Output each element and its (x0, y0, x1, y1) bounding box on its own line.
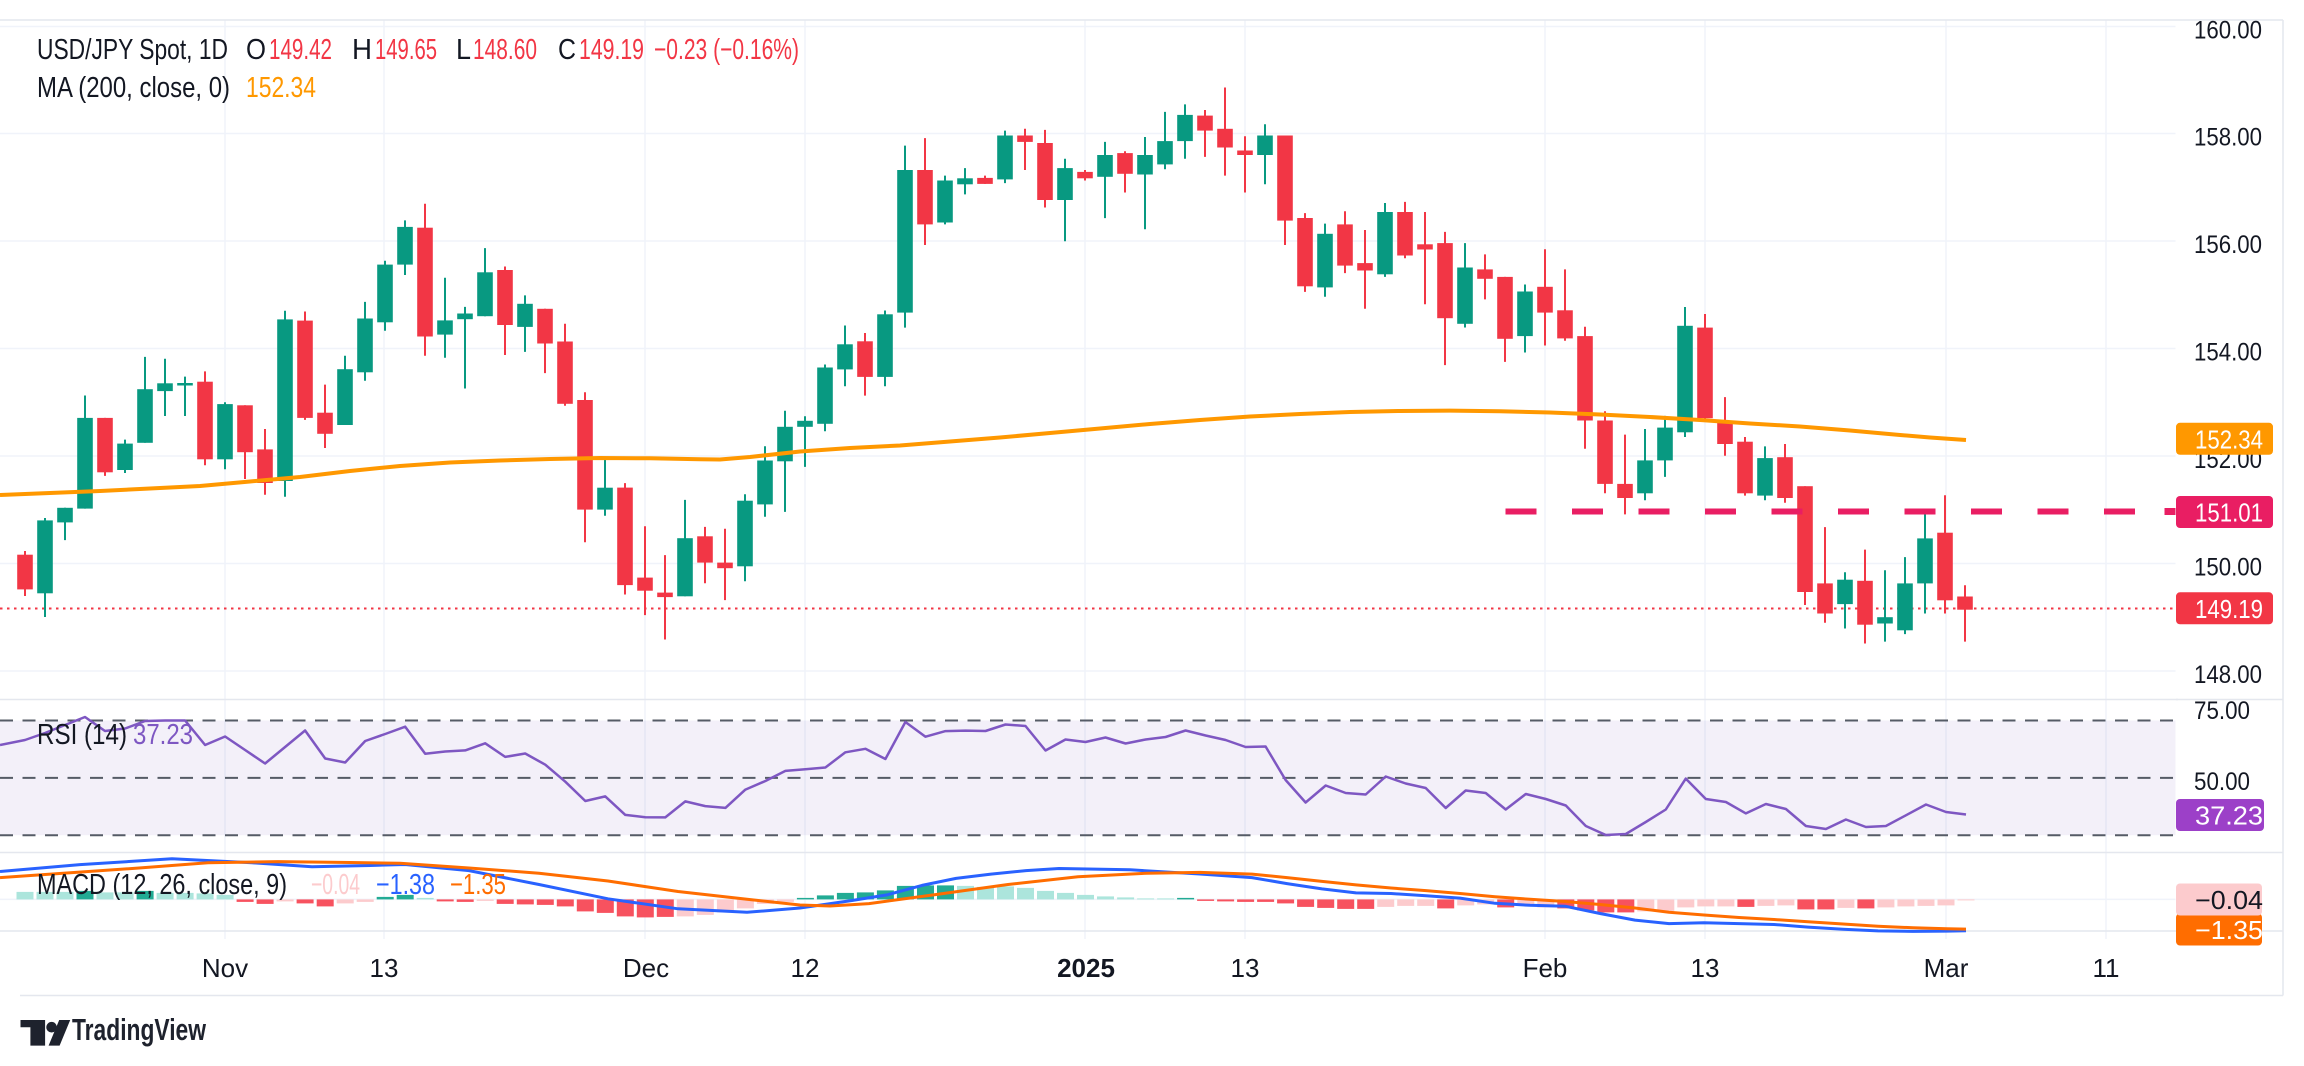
svg-text:Feb: Feb (1523, 953, 1568, 983)
svg-text:TradingView: TradingView (72, 1012, 207, 1047)
svg-text:−0.04: −0.04 (2195, 885, 2263, 915)
svg-text:11: 11 (2093, 953, 2120, 983)
svg-text:13: 13 (370, 953, 399, 983)
svg-text:149.19: 149.19 (2195, 594, 2263, 624)
svg-text:13: 13 (1691, 953, 1720, 983)
svg-text:Nov: Nov (202, 953, 248, 983)
svg-text:158.00: 158.00 (2194, 124, 2262, 152)
svg-text:150.00: 150.00 (2194, 554, 2262, 582)
svg-text:152.34: 152.34 (2195, 424, 2263, 454)
svg-text:MACD (12, 26, close, 9)−0.04−1: MACD (12, 26, close, 9) −0.04 −1.38 −1.35 (37, 869, 506, 901)
svg-text:50.00: 50.00 (2194, 768, 2250, 796)
svg-text:13: 13 (1231, 953, 1260, 983)
svg-text:75.00: 75.00 (2194, 697, 2250, 725)
svg-text:Dec: Dec (623, 953, 669, 983)
svg-text:37.23: 37.23 (2195, 801, 2263, 831)
svg-text:156.00: 156.00 (2194, 231, 2262, 259)
svg-text:154.00: 154.00 (2194, 339, 2262, 367)
svg-text:151.01: 151.01 (2195, 498, 2263, 528)
svg-text:Mar: Mar (1924, 953, 1969, 983)
svg-text:RSI (14)37.23: RSI (14) 37.23 (37, 719, 193, 751)
svg-text:2025: 2025 (1057, 953, 1115, 983)
svg-text:MA (200, close, 0)152.34: MA (200, close, 0) 152.34 (37, 72, 316, 104)
svg-text:12: 12 (791, 953, 820, 983)
svg-text:−1.35: −1.35 (2195, 915, 2263, 945)
svg-text:148.00: 148.00 (2194, 661, 2262, 689)
svg-text:160.00: 160.00 (2194, 17, 2262, 45)
